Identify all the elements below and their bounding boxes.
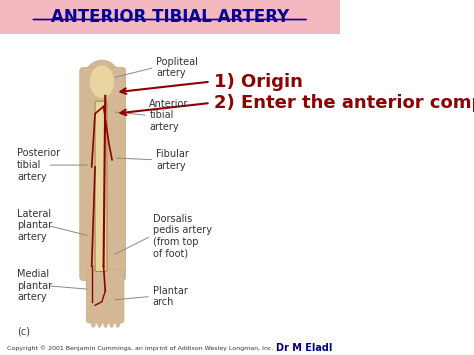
Text: Posterior
tibial
artery: Posterior tibial artery [17, 148, 60, 182]
Ellipse shape [116, 319, 120, 327]
Text: Fibular
artery: Fibular artery [156, 149, 189, 170]
Text: Medial
plantar
artery: Medial plantar artery [17, 269, 52, 302]
FancyBboxPatch shape [80, 67, 126, 280]
Ellipse shape [90, 66, 114, 98]
Text: Dorsalis
pedis artery
(from top
of foot): Dorsalis pedis artery (from top of foot) [153, 214, 212, 258]
Text: Anterior
tibial
artery: Anterior tibial artery [149, 99, 189, 132]
Ellipse shape [109, 319, 114, 327]
Text: Copyright © 2001 Benjamin Cummings, an imprint of Addison Wesley Longman, Inc.: Copyright © 2001 Benjamin Cummings, an i… [7, 345, 273, 351]
Ellipse shape [91, 319, 96, 327]
Ellipse shape [87, 272, 117, 296]
Text: Plantar
arch: Plantar arch [153, 286, 188, 307]
FancyBboxPatch shape [87, 270, 124, 323]
FancyBboxPatch shape [95, 101, 107, 272]
Text: Dr M Eladl: Dr M Eladl [276, 343, 333, 353]
Text: 2) Enter the anterior comp: 2) Enter the anterior comp [214, 94, 474, 112]
Ellipse shape [97, 319, 102, 327]
Text: ANTERIOR TIBIAL ARTERY: ANTERIOR TIBIAL ARTERY [51, 8, 289, 26]
Text: Lateral
plantar
artery: Lateral plantar artery [17, 209, 52, 242]
Bar [0, 0, 339, 34]
Text: 1) Origin: 1) Origin [214, 73, 303, 91]
Ellipse shape [83, 60, 120, 103]
Text: (c): (c) [17, 327, 30, 337]
Ellipse shape [103, 319, 108, 327]
Text: Popliteal
artery: Popliteal artery [156, 57, 198, 78]
